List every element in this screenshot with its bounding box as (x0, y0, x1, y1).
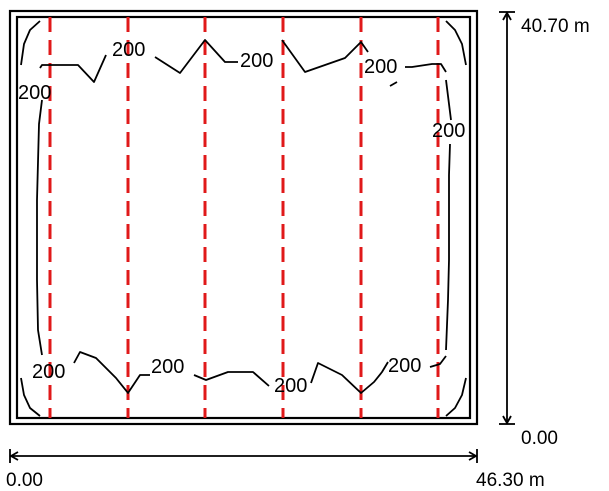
width-dimension-arrow-left (9, 451, 19, 461)
isolux-contours (20, 20, 467, 417)
contour-label: 200 (18, 82, 51, 104)
room-inner-frame (15, 15, 472, 420)
height-dimension-arrow-top (502, 11, 512, 21)
contour-label: 200 (112, 39, 145, 61)
lamp-rows (48, 17, 440, 418)
width-left-label: 0.00 (6, 470, 43, 491)
contour-top-right-tick (389, 81, 398, 87)
width-dimension-arrow-right (468, 451, 478, 461)
height-top-label: 40.70 m (521, 16, 590, 37)
contour-labels: 200 200 200 200 200 200 200 200 200 (18, 39, 465, 397)
contour-label: 200 (364, 56, 397, 78)
contour-label: 200 (151, 356, 184, 378)
contour-label: 200 (32, 361, 65, 383)
contour-right-side (445, 79, 452, 121)
contour-right-side-lower (445, 143, 451, 351)
width-right-label: 46.30 m (476, 470, 545, 491)
contour-label: 200 (432, 120, 465, 142)
room-outer-frame (8, 9, 479, 426)
contour-top-middle-left (154, 39, 238, 74)
contour-corner-top-left (20, 20, 41, 66)
height-dimension (499, 11, 515, 425)
contour-label: 200 (274, 375, 307, 397)
contour-corner-bottom-left (20, 377, 41, 417)
contour-top-middle-right (281, 39, 369, 73)
contour-corner-bottom-right (445, 377, 467, 417)
width-dimension (9, 449, 478, 463)
contour-label: 200 (388, 355, 421, 377)
contour-top-left (39, 54, 107, 83)
contour-left-side (36, 99, 43, 356)
contour-bottom-right (429, 355, 447, 368)
contour-top-right (405, 63, 447, 73)
contour-corner-top-right (445, 20, 467, 66)
height-bottom-label: 0.00 (521, 428, 558, 449)
height-dimension-arrow-bottom (502, 415, 512, 425)
contour-bottom-middle (193, 371, 270, 387)
contour-bottom-left (73, 351, 150, 394)
contour-label: 200 (240, 50, 273, 72)
contour-bottom-middle-right (310, 361, 389, 394)
